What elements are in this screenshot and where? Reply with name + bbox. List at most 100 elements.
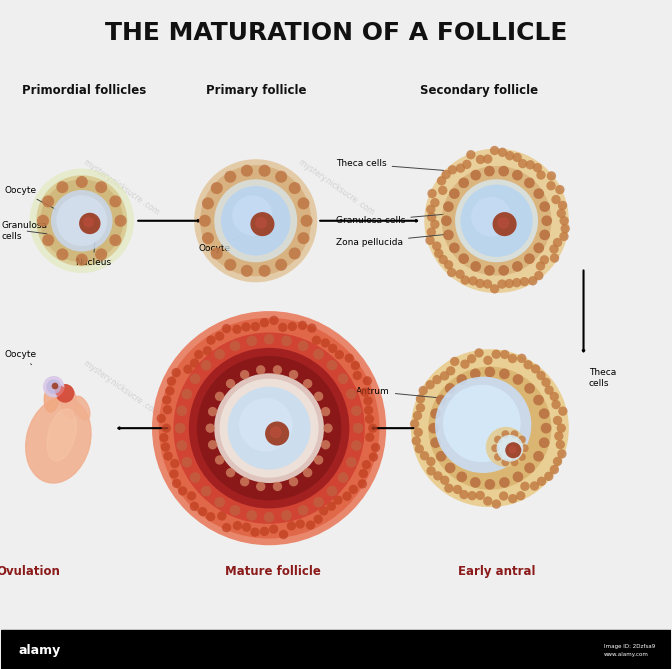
Circle shape [214, 497, 225, 508]
Circle shape [511, 430, 519, 438]
Circle shape [556, 440, 565, 449]
Circle shape [416, 403, 425, 413]
Circle shape [533, 163, 542, 173]
Circle shape [536, 262, 545, 271]
Text: Image ID: 2Dzfsa9: Image ID: 2Dzfsa9 [603, 644, 655, 649]
Text: Antrum: Antrum [356, 387, 459, 400]
Circle shape [269, 316, 279, 325]
Circle shape [256, 482, 265, 491]
Text: Granulosa cells: Granulosa cells [336, 214, 444, 225]
Circle shape [55, 386, 66, 397]
Circle shape [327, 502, 336, 511]
Circle shape [42, 234, 54, 246]
Circle shape [499, 477, 510, 488]
Circle shape [323, 423, 333, 433]
Circle shape [448, 165, 457, 175]
Circle shape [306, 520, 315, 530]
Circle shape [524, 177, 535, 188]
Circle shape [494, 453, 502, 461]
Circle shape [222, 324, 231, 333]
Circle shape [251, 212, 274, 236]
Circle shape [56, 195, 108, 246]
Circle shape [560, 224, 570, 233]
Circle shape [425, 235, 435, 245]
Circle shape [432, 375, 442, 384]
Circle shape [114, 215, 126, 227]
Circle shape [333, 496, 343, 505]
Circle shape [419, 386, 428, 395]
Circle shape [206, 512, 215, 521]
Circle shape [509, 446, 517, 454]
Circle shape [494, 436, 502, 444]
Circle shape [365, 414, 374, 423]
Circle shape [449, 243, 460, 254]
Circle shape [190, 373, 200, 384]
Circle shape [428, 423, 439, 434]
Circle shape [550, 465, 559, 474]
Circle shape [313, 514, 323, 524]
Circle shape [470, 369, 480, 379]
Text: mystery.nicksucre .com: mystery.nicksucre .com [83, 359, 161, 417]
Circle shape [427, 189, 437, 198]
Circle shape [449, 188, 460, 199]
Circle shape [342, 492, 351, 501]
Circle shape [351, 361, 360, 370]
Circle shape [498, 148, 507, 157]
Circle shape [281, 510, 292, 520]
Circle shape [537, 476, 546, 486]
Circle shape [42, 195, 54, 207]
Circle shape [523, 360, 533, 369]
Circle shape [194, 159, 317, 282]
Circle shape [456, 163, 465, 173]
Circle shape [437, 176, 446, 185]
Circle shape [83, 217, 94, 227]
Circle shape [501, 430, 509, 438]
Circle shape [413, 411, 422, 420]
Circle shape [279, 530, 288, 539]
Circle shape [346, 457, 357, 468]
Circle shape [198, 507, 207, 516]
Text: mystery.nicksucre .com: mystery.nicksucre .com [83, 158, 161, 217]
Circle shape [233, 324, 242, 334]
Circle shape [428, 367, 552, 490]
Circle shape [430, 408, 441, 419]
Circle shape [172, 479, 181, 488]
Circle shape [335, 350, 344, 359]
Circle shape [289, 248, 300, 260]
Text: Antrum: Antrum [216, 371, 298, 398]
Circle shape [500, 350, 509, 359]
Circle shape [425, 380, 435, 389]
Ellipse shape [60, 385, 77, 418]
Circle shape [240, 477, 249, 486]
Ellipse shape [74, 396, 90, 420]
Circle shape [239, 398, 292, 452]
Circle shape [544, 472, 554, 481]
Circle shape [365, 433, 374, 442]
Text: mystery.nicksucre .com: mystery.nicksucre .com [296, 158, 376, 217]
Circle shape [338, 373, 349, 384]
Circle shape [281, 336, 292, 347]
Circle shape [547, 171, 556, 181]
Circle shape [485, 479, 495, 490]
Circle shape [226, 468, 235, 478]
Ellipse shape [26, 397, 91, 483]
Circle shape [524, 462, 535, 473]
Circle shape [187, 491, 196, 500]
Circle shape [508, 494, 517, 503]
Circle shape [440, 476, 450, 485]
Circle shape [221, 186, 290, 256]
Circle shape [208, 440, 217, 450]
Circle shape [222, 523, 231, 533]
Circle shape [491, 349, 501, 359]
Circle shape [556, 423, 566, 433]
Circle shape [466, 150, 476, 159]
Circle shape [30, 169, 134, 273]
Circle shape [520, 482, 530, 491]
Circle shape [259, 318, 269, 327]
Circle shape [440, 371, 450, 381]
Circle shape [345, 353, 354, 363]
Circle shape [536, 371, 546, 380]
Circle shape [313, 349, 324, 359]
Circle shape [551, 400, 560, 409]
Circle shape [517, 354, 526, 363]
